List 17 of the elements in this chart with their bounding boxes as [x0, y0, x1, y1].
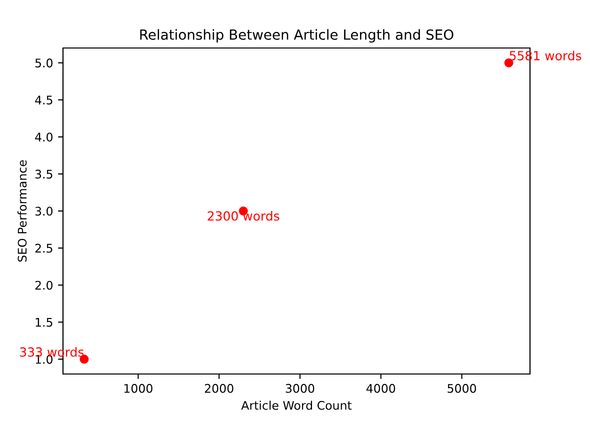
x-tick-label: 5000 [448, 384, 476, 393]
y-tick-label: 4.0 [35, 132, 52, 142]
y-tick-label: 1.5 [36, 318, 52, 327]
y-tick-label: 2.0 [35, 280, 52, 290]
y-tick-label: 3.0 [35, 206, 52, 216]
x-tick-label: 2000 [204, 384, 234, 393]
y-tick-label: 5.0 [35, 58, 52, 68]
y-tick-label: 4.5 [35, 96, 52, 105]
x-tick-label: 4000 [366, 384, 396, 393]
x-tick-label: 3000 [286, 384, 314, 393]
chart-title: Relationship Between Article Length and SEO [140, 29, 454, 43]
y-tick-label: 2.5 [35, 244, 52, 253]
x-tick-label: 1000 [124, 384, 152, 393]
annotation: 2300 words [208, 211, 280, 221]
x-axis-title: Article Word Count [241, 400, 352, 410]
y-axis-title: SEO Performance [18, 160, 27, 262]
y-tick-label: 3.5 [35, 170, 52, 179]
